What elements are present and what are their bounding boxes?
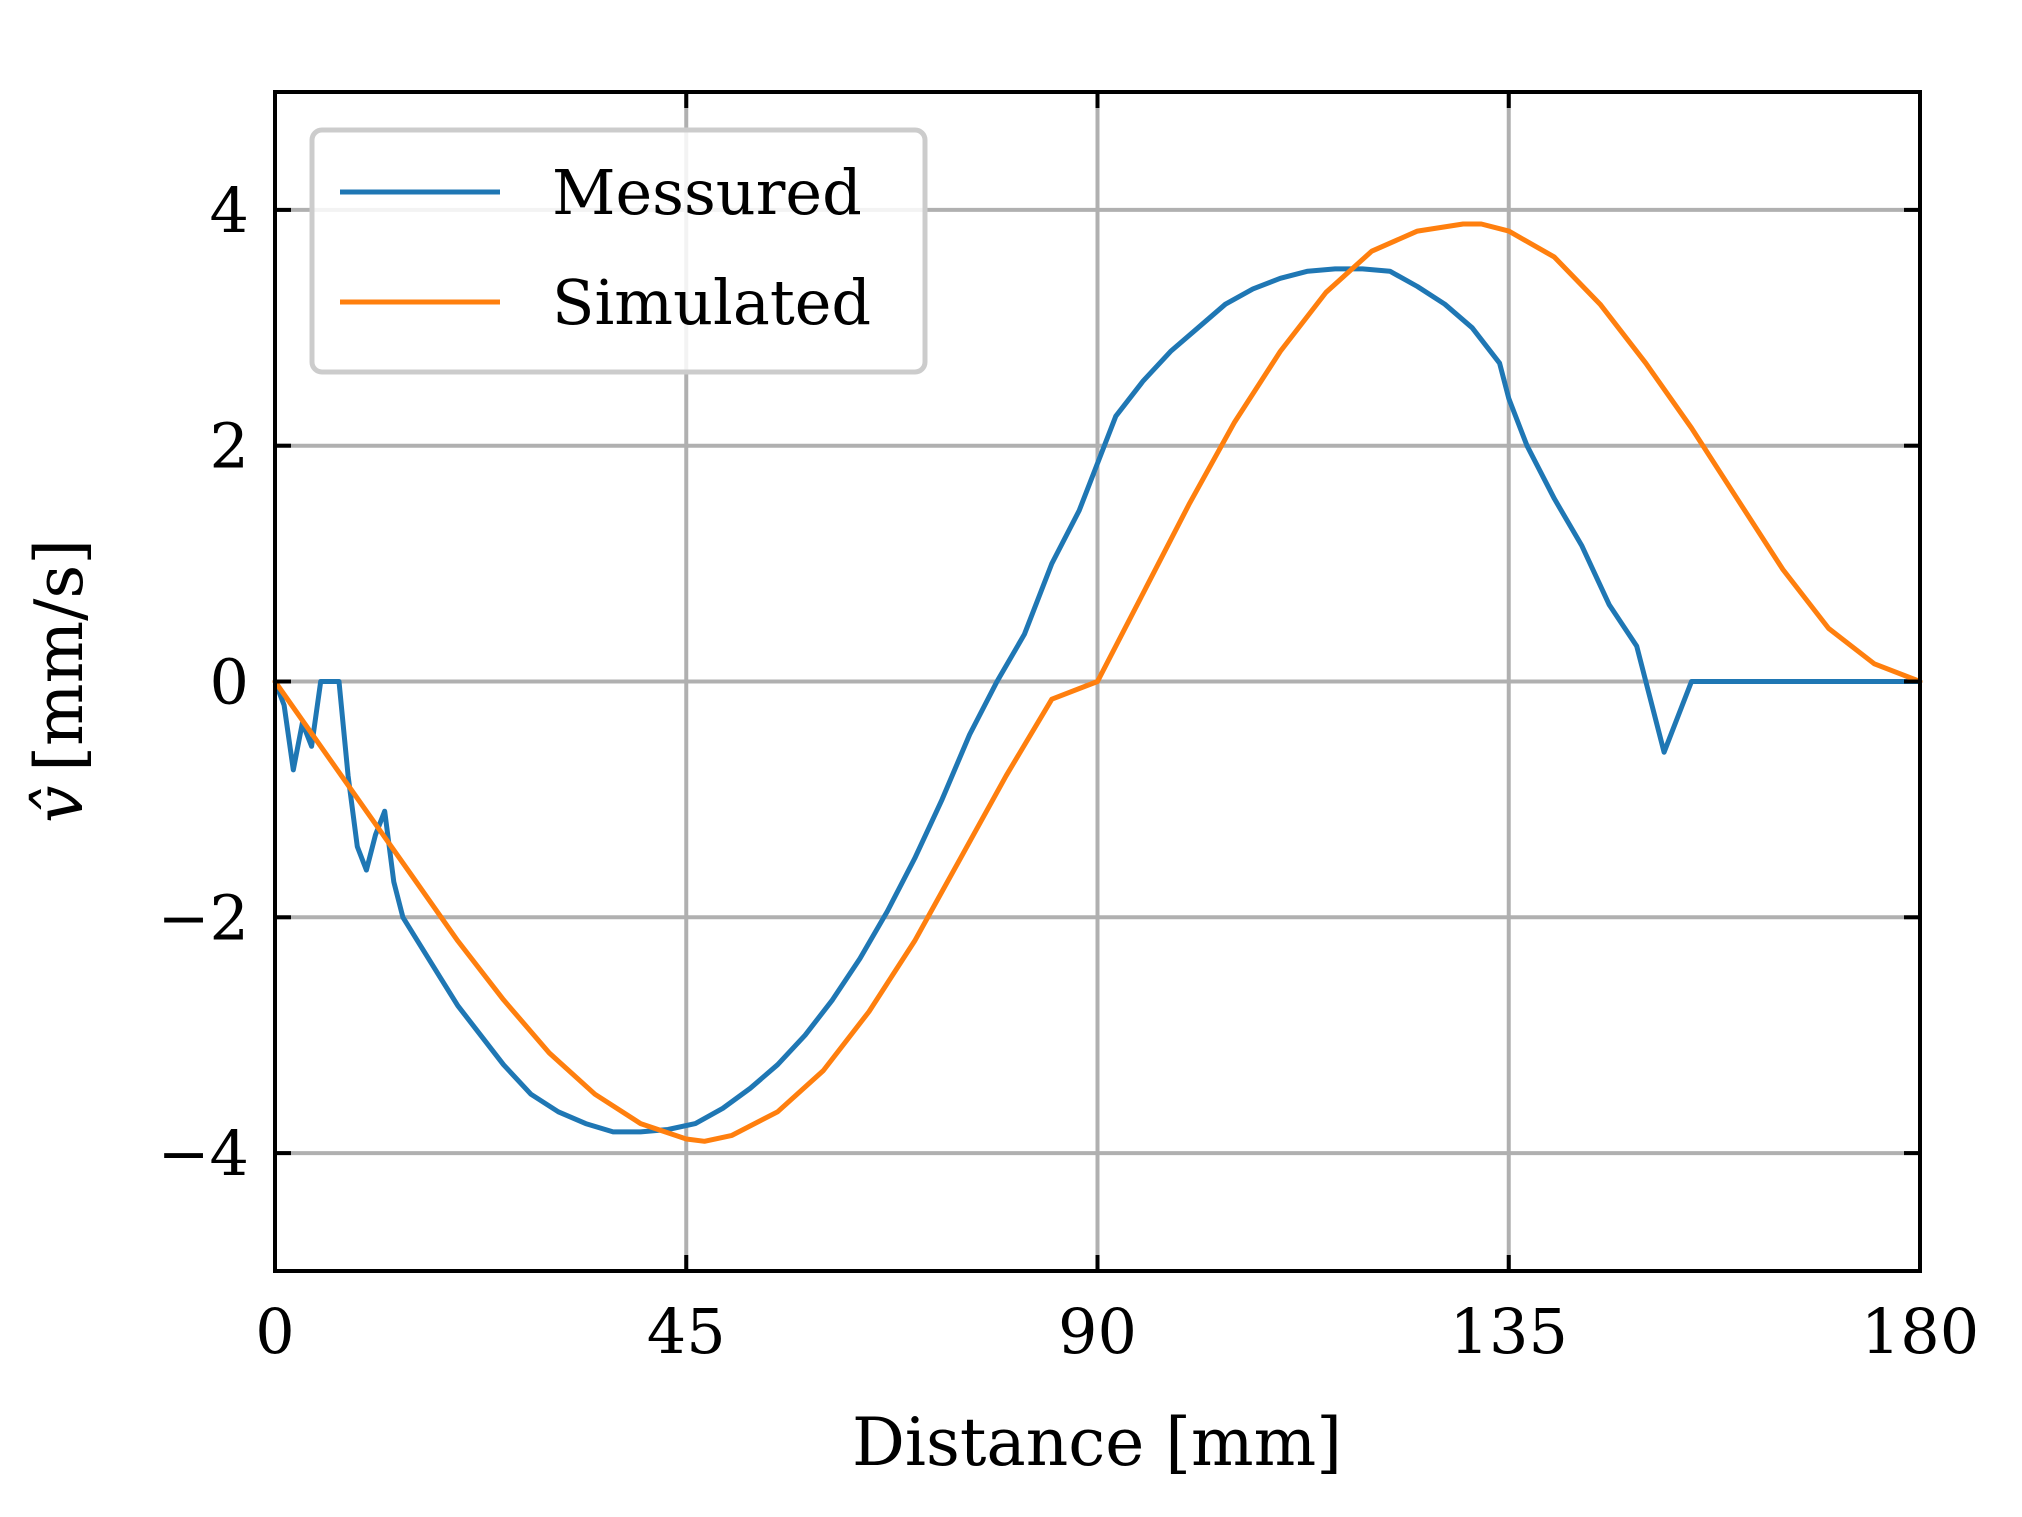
legend-label-messured: Messured bbox=[552, 156, 862, 229]
y-axis-symbol: v̂ bbox=[21, 786, 98, 823]
y-tick-label: −2 bbox=[158, 881, 249, 954]
x-tick-label: 135 bbox=[1450, 1295, 1568, 1368]
y-tick-label: −4 bbox=[158, 1117, 249, 1190]
legend-label-simulated: Simulated bbox=[552, 266, 871, 339]
x-axis-label: Distance [mm] bbox=[852, 1404, 1342, 1481]
y-tick-label: 2 bbox=[210, 410, 249, 483]
y-tick-label: 4 bbox=[210, 174, 249, 247]
y-tick-label: 0 bbox=[210, 646, 249, 719]
series-lines bbox=[272, 221, 1923, 1144]
x-tick-label: 45 bbox=[647, 1295, 726, 1368]
series-line-messured bbox=[272, 266, 1923, 1135]
x-tick-label: 0 bbox=[255, 1295, 294, 1368]
legend: Messured Simulated bbox=[309, 127, 928, 375]
y-axis-label: v̂ [mm/s] bbox=[21, 539, 98, 823]
x-tick-label: 180 bbox=[1861, 1295, 1979, 1368]
x-tick-label: 90 bbox=[1058, 1295, 1137, 1368]
series-line-simulated bbox=[272, 221, 1923, 1144]
y-axis-unit: [mm/s] bbox=[21, 539, 98, 772]
ticks: 0 45 90 135 180 −4 −2 0 2 4 bbox=[158, 92, 1979, 1368]
